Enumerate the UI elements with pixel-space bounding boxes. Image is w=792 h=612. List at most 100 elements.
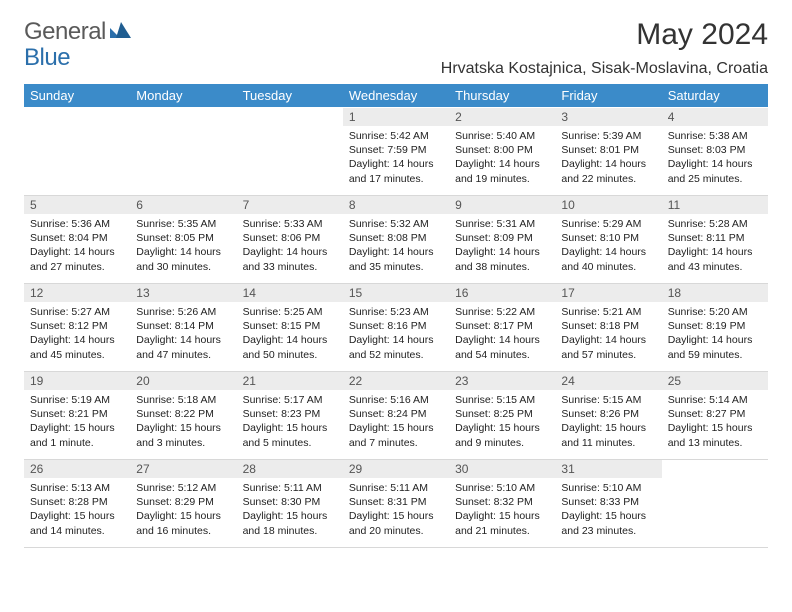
day-header: Sunday [24,84,130,108]
day-details: Sunrise: 5:11 AMSunset: 8:30 PMDaylight:… [237,478,343,542]
day-number: 8 [343,196,449,214]
calendar-cell: 16Sunrise: 5:22 AMSunset: 8:17 PMDayligh… [449,284,555,372]
day-number: 29 [343,460,449,478]
day-number: 24 [555,372,661,390]
day-header: Saturday [662,84,768,108]
calendar-table: SundayMondayTuesdayWednesdayThursdayFrid… [24,84,768,548]
day-number: 16 [449,284,555,302]
day-number: 9 [449,196,555,214]
calendar-cell: 28Sunrise: 5:11 AMSunset: 8:30 PMDayligh… [237,460,343,548]
day-number: 4 [662,108,768,126]
day-details: Sunrise: 5:11 AMSunset: 8:31 PMDaylight:… [343,478,449,542]
day-number: 2 [449,108,555,126]
day-number: 28 [237,460,343,478]
logo-text-general: General [24,18,106,46]
calendar-cell: 11Sunrise: 5:28 AMSunset: 8:11 PMDayligh… [662,196,768,284]
day-details: Sunrise: 5:31 AMSunset: 8:09 PMDaylight:… [449,214,555,278]
day-details: Sunrise: 5:35 AMSunset: 8:05 PMDaylight:… [130,214,236,278]
day-number: 31 [555,460,661,478]
logo-blue-wrap: Blue [24,44,70,72]
day-number: 25 [662,372,768,390]
calendar-cell: 30Sunrise: 5:10 AMSunset: 8:32 PMDayligh… [449,460,555,548]
calendar-cell: 10Sunrise: 5:29 AMSunset: 8:10 PMDayligh… [555,196,661,284]
calendar-cell: 5Sunrise: 5:36 AMSunset: 8:04 PMDaylight… [24,196,130,284]
day-details: Sunrise: 5:18 AMSunset: 8:22 PMDaylight:… [130,390,236,454]
day-header-row: SundayMondayTuesdayWednesdayThursdayFrid… [24,84,768,108]
calendar-cell: 22Sunrise: 5:16 AMSunset: 8:24 PMDayligh… [343,372,449,460]
page-header: General May 2024 Hrvatska Kostajnica, Si… [24,18,768,78]
day-header: Tuesday [237,84,343,108]
day-header: Monday [130,84,236,108]
day-header: Friday [555,84,661,108]
day-details: Sunrise: 5:36 AMSunset: 8:04 PMDaylight:… [24,214,130,278]
day-number: 27 [130,460,236,478]
day-details: Sunrise: 5:19 AMSunset: 8:21 PMDaylight:… [24,390,130,454]
day-details: Sunrise: 5:27 AMSunset: 8:12 PMDaylight:… [24,302,130,366]
calendar-week-row: 1Sunrise: 5:42 AMSunset: 7:59 PMDaylight… [24,108,768,196]
day-number: 1 [343,108,449,126]
calendar-week-row: 19Sunrise: 5:19 AMSunset: 8:21 PMDayligh… [24,372,768,460]
day-number: 10 [555,196,661,214]
calendar-cell: 14Sunrise: 5:25 AMSunset: 8:15 PMDayligh… [237,284,343,372]
calendar-cell: 9Sunrise: 5:31 AMSunset: 8:09 PMDaylight… [449,196,555,284]
day-number: 6 [130,196,236,214]
day-number: 13 [130,284,236,302]
day-number: 20 [130,372,236,390]
day-details: Sunrise: 5:42 AMSunset: 7:59 PMDaylight:… [343,126,449,190]
calendar-cell: 3Sunrise: 5:39 AMSunset: 8:01 PMDaylight… [555,108,661,196]
calendar-week-row: 5Sunrise: 5:36 AMSunset: 8:04 PMDaylight… [24,196,768,284]
day-number: 21 [237,372,343,390]
calendar-cell: 8Sunrise: 5:32 AMSunset: 8:08 PMDaylight… [343,196,449,284]
calendar-week-row: 12Sunrise: 5:27 AMSunset: 8:12 PMDayligh… [24,284,768,372]
day-details: Sunrise: 5:16 AMSunset: 8:24 PMDaylight:… [343,390,449,454]
day-number: 19 [24,372,130,390]
day-details: Sunrise: 5:10 AMSunset: 8:32 PMDaylight:… [449,478,555,542]
calendar-cell: 19Sunrise: 5:19 AMSunset: 8:21 PMDayligh… [24,372,130,460]
day-number: 23 [449,372,555,390]
calendar-cell: 29Sunrise: 5:11 AMSunset: 8:31 PMDayligh… [343,460,449,548]
day-number: 14 [237,284,343,302]
day-details: Sunrise: 5:32 AMSunset: 8:08 PMDaylight:… [343,214,449,278]
logo-mark-icon [110,20,132,45]
calendar-cell: 2Sunrise: 5:40 AMSunset: 8:00 PMDaylight… [449,108,555,196]
calendar-cell [24,108,130,196]
day-details: Sunrise: 5:23 AMSunset: 8:16 PMDaylight:… [343,302,449,366]
day-number: 26 [24,460,130,478]
day-details: Sunrise: 5:21 AMSunset: 8:18 PMDaylight:… [555,302,661,366]
day-details: Sunrise: 5:39 AMSunset: 8:01 PMDaylight:… [555,126,661,190]
month-title: May 2024 [441,18,768,52]
calendar-cell: 6Sunrise: 5:35 AMSunset: 8:05 PMDaylight… [130,196,236,284]
day-number: 22 [343,372,449,390]
day-details: Sunrise: 5:15 AMSunset: 8:25 PMDaylight:… [449,390,555,454]
day-header: Wednesday [343,84,449,108]
day-details: Sunrise: 5:40 AMSunset: 8:00 PMDaylight:… [449,126,555,190]
calendar-cell [237,108,343,196]
day-number: 5 [24,196,130,214]
day-details: Sunrise: 5:14 AMSunset: 8:27 PMDaylight:… [662,390,768,454]
calendar-cell: 24Sunrise: 5:15 AMSunset: 8:26 PMDayligh… [555,372,661,460]
day-number: 18 [662,284,768,302]
calendar-cell: 31Sunrise: 5:10 AMSunset: 8:33 PMDayligh… [555,460,661,548]
calendar-cell: 15Sunrise: 5:23 AMSunset: 8:16 PMDayligh… [343,284,449,372]
day-details: Sunrise: 5:38 AMSunset: 8:03 PMDaylight:… [662,126,768,190]
day-details: Sunrise: 5:20 AMSunset: 8:19 PMDaylight:… [662,302,768,366]
title-block: May 2024 Hrvatska Kostajnica, Sisak-Mosl… [441,18,768,78]
day-details: Sunrise: 5:29 AMSunset: 8:10 PMDaylight:… [555,214,661,278]
calendar-cell: 25Sunrise: 5:14 AMSunset: 8:27 PMDayligh… [662,372,768,460]
day-details: Sunrise: 5:17 AMSunset: 8:23 PMDaylight:… [237,390,343,454]
calendar-cell: 7Sunrise: 5:33 AMSunset: 8:06 PMDaylight… [237,196,343,284]
day-number: 11 [662,196,768,214]
calendar-cell: 13Sunrise: 5:26 AMSunset: 8:14 PMDayligh… [130,284,236,372]
calendar-cell: 23Sunrise: 5:15 AMSunset: 8:25 PMDayligh… [449,372,555,460]
calendar-week-row: 26Sunrise: 5:13 AMSunset: 8:28 PMDayligh… [24,460,768,548]
calendar-cell [130,108,236,196]
day-details: Sunrise: 5:33 AMSunset: 8:06 PMDaylight:… [237,214,343,278]
calendar-cell [662,460,768,548]
day-number: 7 [237,196,343,214]
calendar-cell: 4Sunrise: 5:38 AMSunset: 8:03 PMDaylight… [662,108,768,196]
day-details: Sunrise: 5:15 AMSunset: 8:26 PMDaylight:… [555,390,661,454]
calendar-cell: 17Sunrise: 5:21 AMSunset: 8:18 PMDayligh… [555,284,661,372]
calendar-cell: 27Sunrise: 5:12 AMSunset: 8:29 PMDayligh… [130,460,236,548]
day-details: Sunrise: 5:26 AMSunset: 8:14 PMDaylight:… [130,302,236,366]
brand-logo: General [24,18,134,46]
